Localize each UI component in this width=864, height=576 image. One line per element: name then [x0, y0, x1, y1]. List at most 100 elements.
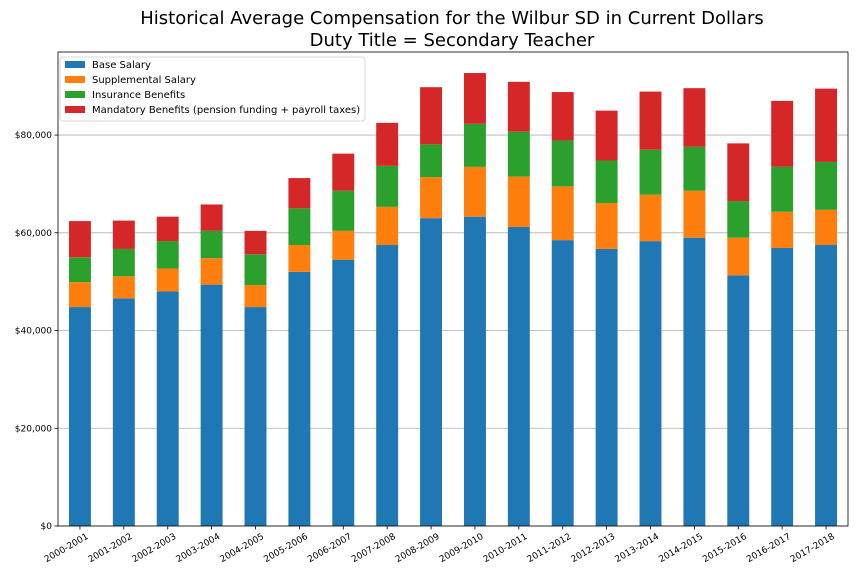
- x-tick-label: 2004-2005: [219, 532, 266, 565]
- bar-segment-4: [244, 230, 267, 255]
- bar-segment-2: [332, 230, 355, 260]
- bar-segment-2: [507, 176, 530, 227]
- bar-segment-4: [551, 92, 574, 141]
- legend-entry: Base Salary: [92, 60, 151, 71]
- bar-segment-2: [68, 282, 91, 308]
- bar-segment-3: [112, 248, 135, 277]
- chart-title-line-1: Historical Average Compensation for the …: [140, 8, 764, 29]
- bar-segment-3: [420, 144, 443, 178]
- bar-segment-4: [112, 220, 135, 249]
- bar-segment-2: [639, 194, 662, 242]
- bar-segment-2: [200, 258, 223, 285]
- x-tick-label: 2008-2009: [394, 532, 442, 565]
- bar-segment-4: [771, 100, 794, 167]
- bar-segment-4: [332, 153, 355, 191]
- legend-swatch: [65, 76, 85, 83]
- bar-segment-1: [420, 218, 443, 526]
- bar-segment-3: [507, 131, 530, 177]
- legend-box: [59, 56, 366, 122]
- bar-segment-1: [332, 259, 355, 526]
- bar-segment-3: [595, 160, 618, 203]
- bar-segment-4: [815, 88, 838, 162]
- bar-segment-3: [244, 254, 267, 286]
- bar-segment-4: [376, 122, 399, 166]
- bar-segment-1: [639, 241, 662, 527]
- x-tick-label: 2000-2001: [43, 532, 90, 565]
- x-tick-label: 2006-2007: [306, 532, 353, 565]
- bar-segment-2: [112, 276, 135, 299]
- x-tick-label: 2003-2004: [175, 532, 223, 565]
- legend-entry: Insurance Benefits: [92, 90, 185, 101]
- bar-segment-3: [156, 241, 179, 269]
- x-tick-label: 2015-2016: [701, 532, 749, 565]
- bar-segment-4: [463, 73, 486, 124]
- bar-segment-1: [68, 307, 91, 526]
- bar-segment-3: [332, 190, 355, 231]
- bar-segment-2: [463, 166, 486, 217]
- bar-segment-1: [376, 245, 399, 526]
- x-axis: 2000-20012001-20022002-20032003-20042004…: [43, 526, 837, 565]
- bar-segment-3: [815, 161, 838, 210]
- bar-segment-1: [551, 240, 574, 526]
- x-tick-label: 2011-2012: [526, 532, 573, 565]
- bar-segment-3: [200, 230, 223, 259]
- x-tick-label: 2016-2017: [745, 532, 792, 565]
- bar-segment-3: [683, 146, 706, 191]
- chart-title: Historical Average Compensation for the …: [0, 8, 864, 52]
- y-tick-label: $0: [41, 522, 53, 532]
- legend-entry: Supplemental Salary: [92, 75, 196, 86]
- bar-segment-1: [595, 248, 618, 526]
- bar-segment-2: [244, 285, 267, 308]
- bar-segment-3: [639, 149, 662, 195]
- bar-segment-3: [551, 140, 574, 187]
- bar-segment-1: [507, 226, 530, 527]
- bar-segment-4: [639, 91, 662, 150]
- bar-segment-1: [771, 247, 794, 526]
- legend: Base Salary Supplemental Salary Insurance …: [59, 56, 366, 122]
- bar-segment-1: [683, 237, 706, 526]
- bar-segment-2: [551, 186, 574, 241]
- x-tick-label: 2002-2003: [131, 532, 178, 565]
- bar-segment-1: [288, 271, 311, 526]
- legend-swatch: [65, 61, 85, 68]
- bar-segment-4: [200, 204, 223, 231]
- legend-swatch: [65, 91, 85, 98]
- bar-segment-4: [68, 221, 91, 258]
- bars: [68, 73, 838, 527]
- bar-segment-3: [68, 257, 91, 283]
- x-tick-label: 2017-2018: [789, 532, 837, 565]
- bar-segment-1: [156, 291, 179, 526]
- bar-segment-3: [463, 123, 486, 167]
- bar-segment-3: [727, 201, 750, 238]
- bar-segment-1: [112, 298, 135, 526]
- bar-segment-2: [595, 202, 618, 249]
- y-tick-label: $20,000: [15, 424, 52, 434]
- bar-segment-4: [595, 110, 618, 161]
- legend-entry: Mandatory Benefits (pension funding + pa…: [92, 105, 360, 116]
- bar-segment-4: [420, 87, 443, 145]
- bar-segment-2: [156, 268, 179, 292]
- bar-segment-3: [288, 208, 311, 246]
- legend-swatch: [65, 106, 85, 113]
- bar-segment-4: [288, 178, 311, 209]
- y-tick-label: $60,000: [15, 229, 52, 239]
- y-axis: $0 $20,000 $40,000 $60,000 $80,000: [15, 131, 58, 532]
- bar-segment-2: [815, 209, 838, 246]
- x-tick-label: 2012-2013: [570, 532, 617, 565]
- x-tick-label: 2010-2011: [482, 532, 529, 565]
- bar-segment-2: [683, 190, 706, 238]
- x-tick-label: 2013-2014: [614, 532, 662, 565]
- bar-segment-2: [420, 177, 443, 219]
- bar-segment-4: [683, 88, 706, 147]
- x-tick-label: 2005-2006: [262, 532, 310, 565]
- x-tick-label: 2007-2008: [350, 532, 398, 565]
- x-tick-label: 2009-2010: [438, 532, 486, 565]
- bar-segment-3: [376, 165, 399, 207]
- plot-frame: [57, 51, 849, 527]
- bar-segment-4: [156, 216, 179, 242]
- chart-title-line-2: Duty Title = Secondary Teacher: [309, 30, 595, 51]
- bar-segment-2: [376, 206, 399, 246]
- bar-segment-2: [727, 237, 750, 276]
- x-tick-label: 2001-2002: [87, 532, 134, 565]
